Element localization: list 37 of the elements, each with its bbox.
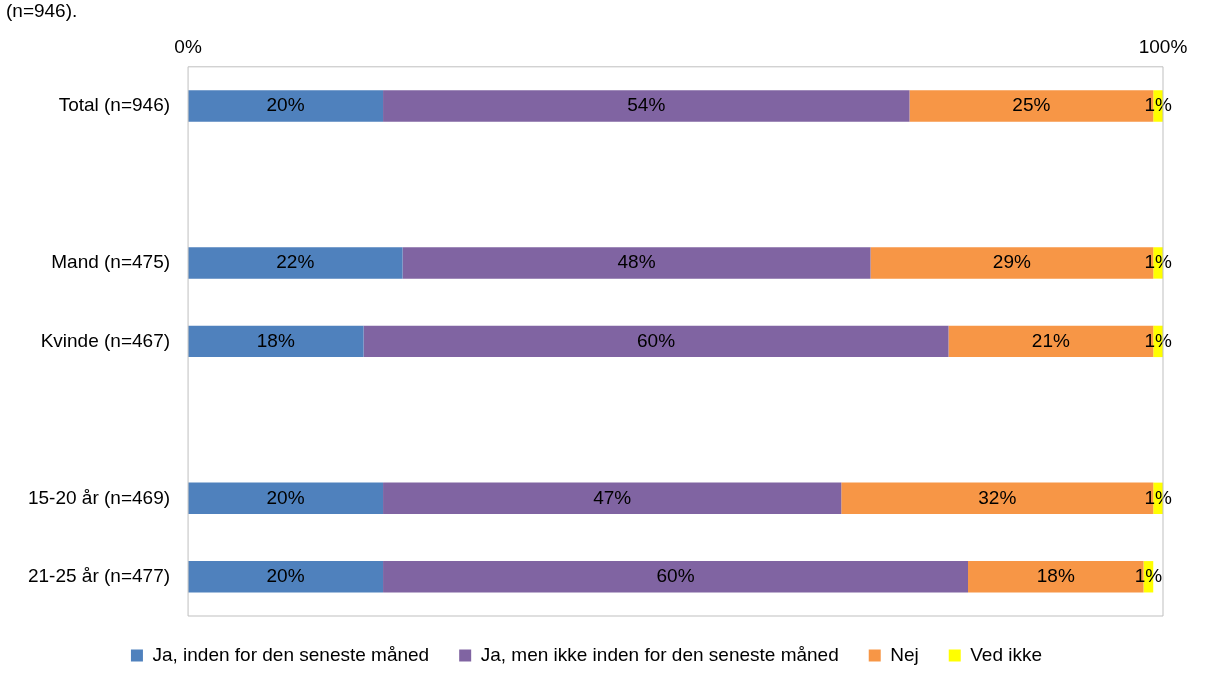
data-label: 22% (276, 251, 315, 273)
data-label: 18% (1036, 565, 1075, 587)
y-tick-label: Kvinde (n=467) (40, 329, 171, 351)
data-label: 60% (637, 329, 676, 351)
bar (383, 482, 842, 515)
legend-label: Nej (890, 643, 919, 665)
y-tick-label: 21-25 år (n=477) (27, 565, 171, 587)
bar (188, 482, 384, 515)
bar (188, 325, 364, 358)
y-tick-label: Mand (n=475) (51, 251, 171, 273)
data-label: 29% (992, 251, 1031, 273)
legend-label: Ja, men ikke inden for den seneste måned (480, 643, 839, 665)
data-label: 54% (627, 94, 666, 116)
data-label: 48% (617, 251, 656, 273)
bar (383, 561, 969, 593)
y-tick-label: Total (n=946) (58, 94, 171, 116)
x-tick-label: 100% (1138, 35, 1188, 57)
legend-label: Ja, inden for den seneste måned (152, 643, 430, 665)
data-label: 20% (266, 94, 305, 116)
data-label: 20% (266, 486, 305, 508)
bar (383, 90, 910, 122)
bar (402, 247, 871, 279)
data-label: 25% (1012, 94, 1051, 116)
legend-label: Ved ikke (970, 643, 1043, 665)
bar (188, 247, 403, 279)
y-tick-label: 15-20 år (n=469) (27, 486, 171, 508)
bar (188, 90, 384, 122)
data-label: 60% (656, 565, 695, 587)
data-label: 32% (978, 486, 1017, 508)
x-tick-label: 0% (174, 35, 202, 57)
data-label: 20% (266, 565, 305, 587)
data-label: 18% (256, 329, 295, 351)
data-label: 47% (593, 486, 632, 508)
data-label: 21% (1031, 329, 1070, 351)
text: (n=946). (6, 0, 78, 21)
bar (363, 325, 949, 358)
bar (188, 561, 384, 593)
